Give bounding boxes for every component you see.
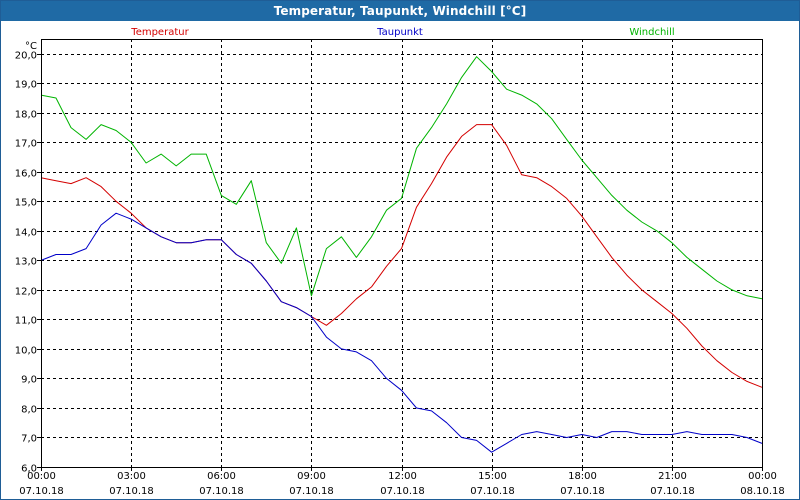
y-tick-label: 17,0 [15,139,37,150]
series-line-temperatur [40,124,763,388]
y-tick-label: 20,0 [15,51,37,62]
x-tick-time-label: 21:00 [658,471,687,482]
x-tick-time-label: 06:00 [207,471,236,482]
x-tick-date-label: 07.10.18 [289,486,334,497]
legend-entry-windchill: Windchill [629,27,674,38]
plot-area-border [41,39,763,468]
y-tick-label: 15,0 [15,198,37,209]
legend-entry-temperatur: Temperatur [130,27,189,38]
y-tick-label: 16,0 [15,169,37,180]
x-axis: 00:00 07.10.18 03:00 07.10.18 06:00 07.10.18 0… [19,467,785,497]
x-tick-date-label: 07.10.18 [109,486,154,497]
x-tick-date-label: 07.10.18 [650,486,695,497]
y-tick-label: 6,0 [21,464,37,475]
data-series [40,56,763,453]
x-tick-time-label: 15:00 [478,471,507,482]
x-tick-date-label: 07.10.18 [470,486,515,497]
x-tick-date-label: 07.10.18 [199,486,244,497]
y-tick-label: 19,0 [15,80,37,91]
y-tick-label: 12,0 [15,287,37,298]
x-tick-time-label: 00:00 [27,471,56,482]
y-tick-label: 18,0 [15,110,37,121]
series-line-taupunkt [40,212,763,453]
x-tick-time-label: 09:00 [297,471,326,482]
grid-lines [41,39,762,468]
window-title: Temperatur, Taupunkt, Windchill [°C] [1,1,799,21]
series-line-windchill [40,56,763,300]
y-tick-label: 13,0 [15,257,37,268]
x-tick-date-label: 08.10.18 [740,486,785,497]
x-tick-time-label: 18:00 [568,471,597,482]
y-axis: 6,0 7,0 8,0 9,0 10,0 11,0 12,0 13,0 14,0 15,0 16,0… [15,51,41,475]
y-tick-label: 7,0 [21,434,37,445]
legend: Temperatur Taupunkt Windchill [130,27,674,38]
y-tick-label: 8,0 [21,405,37,416]
y-axis-unit-label: °C [25,41,37,52]
x-tick-date-label: 07.10.18 [380,486,425,497]
y-tick-label: 9,0 [21,375,37,386]
x-tick-date-label: 07.10.18 [560,486,605,497]
x-tick-date-label: 07.10.18 [19,486,64,497]
y-tick-label: 10,0 [15,346,37,357]
y-tick-label: 11,0 [15,316,37,327]
y-tick-label: 14,0 [15,228,37,239]
x-tick-time-label: 00:00 [748,471,777,482]
x-tick-time-label: 03:00 [117,471,146,482]
legend-entry-taupunkt: Taupunkt [376,27,423,38]
x-tick-time-label: 12:00 [388,471,417,482]
